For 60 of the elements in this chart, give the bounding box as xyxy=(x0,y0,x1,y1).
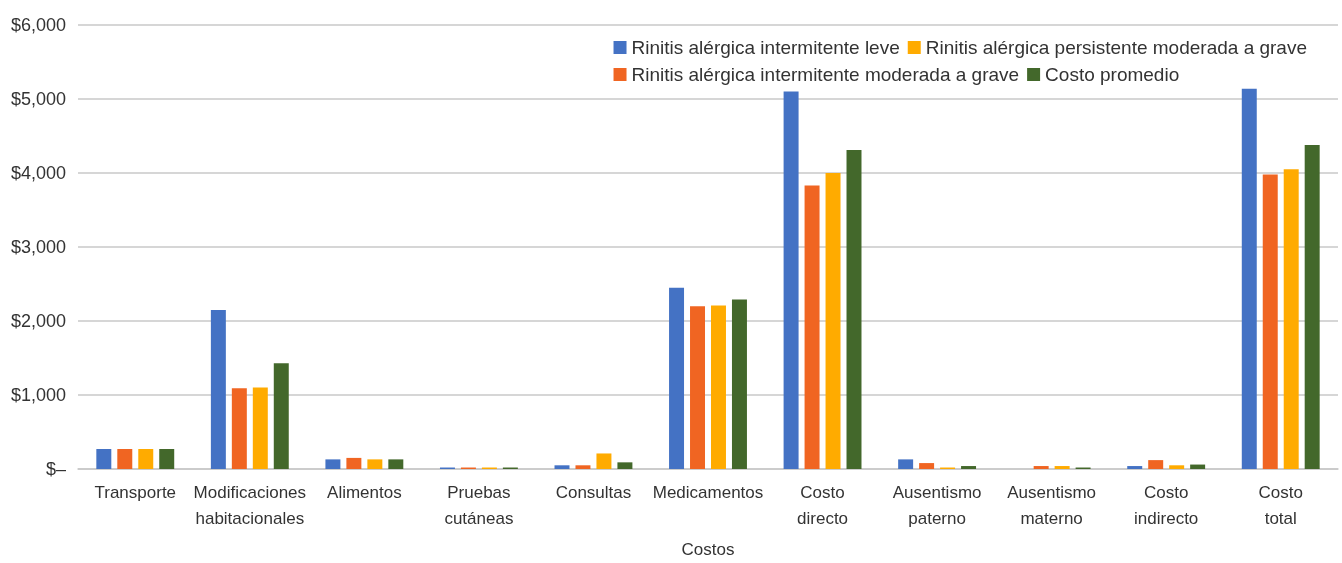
bar xyxy=(669,287,685,469)
bar xyxy=(825,173,841,469)
bar xyxy=(617,462,633,469)
bar xyxy=(1241,88,1257,469)
legend-label: Costo promedio xyxy=(1045,64,1180,85)
y-tick-label: $4,000 xyxy=(10,163,66,183)
x-tick-label: Costo total xyxy=(1258,482,1303,528)
x-tick-label: Modificaciones habitacionales xyxy=(193,482,307,528)
y-tick-label: $2,000 xyxy=(10,311,66,331)
bar xyxy=(690,306,705,469)
y-tick-label: $– xyxy=(45,459,66,479)
bar xyxy=(1190,464,1206,469)
x-tick-label: Costo directo xyxy=(797,482,849,528)
bar xyxy=(325,459,341,469)
bar xyxy=(961,466,977,469)
bar xyxy=(346,457,362,469)
bar xyxy=(367,459,383,469)
bar xyxy=(1283,169,1299,469)
bar xyxy=(231,388,247,469)
legend-label: Rinitis alérgica intermitente leve xyxy=(631,37,900,58)
legend-label: Rinitis alérgica intermitente moderada a grave xyxy=(631,64,1020,85)
bar xyxy=(596,453,612,469)
bar xyxy=(1033,466,1049,469)
bar xyxy=(117,449,133,469)
bar xyxy=(1169,465,1185,469)
bar xyxy=(96,449,112,469)
x-tick-label: Ausentismo materno xyxy=(1007,482,1097,528)
bar xyxy=(159,449,175,469)
bar xyxy=(252,387,268,469)
bar xyxy=(1054,466,1070,469)
bar xyxy=(783,91,799,469)
bar xyxy=(846,150,862,469)
legend-label: Rinitis alérgica persistente moderada a grave xyxy=(925,37,1308,58)
bar xyxy=(575,465,591,469)
bar xyxy=(898,459,914,469)
x-tick-label: Medicamentos xyxy=(652,482,764,502)
bar xyxy=(1262,174,1278,469)
bar xyxy=(210,309,226,469)
x-axis-title: Costos xyxy=(681,540,735,559)
x-tick-label: Costo indirecto xyxy=(1134,482,1199,528)
bar xyxy=(1127,466,1143,469)
bar xyxy=(554,465,570,469)
y-tick-label: $1,000 xyxy=(10,385,66,405)
bar xyxy=(138,449,154,469)
y-tick-label: $5,000 xyxy=(10,89,66,109)
x-tick-label: Alimentos xyxy=(327,482,402,502)
bar xyxy=(1148,460,1164,469)
x-tick-label: Transporte xyxy=(94,482,177,502)
y-tick-label: $6,000 xyxy=(10,15,66,35)
bar xyxy=(804,185,820,469)
bar xyxy=(919,463,935,469)
bar xyxy=(711,305,726,469)
bar xyxy=(1304,144,1320,469)
bar xyxy=(388,459,404,469)
bar xyxy=(731,299,747,469)
bar xyxy=(273,363,289,469)
x-tick-label: Ausentismo paterno xyxy=(892,482,982,528)
y-tick-label: $3,000 xyxy=(10,237,66,257)
x-tick-label: Pruebas cutáneas xyxy=(444,482,514,528)
x-tick-label: Consultas xyxy=(555,482,632,502)
